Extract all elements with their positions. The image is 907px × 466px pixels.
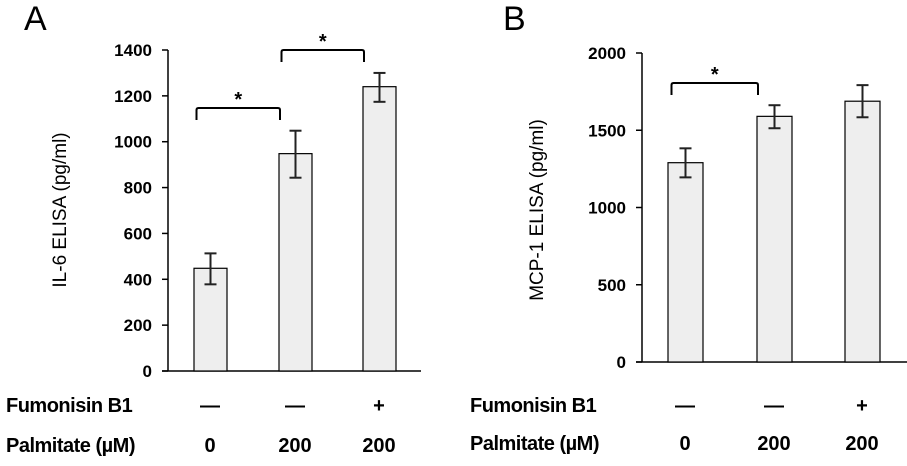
condition-value: + <box>373 395 385 417</box>
y-tick-label: 0 <box>617 353 626 372</box>
bar <box>844 100 881 363</box>
bar <box>667 162 704 363</box>
condition-value: 200 <box>845 433 878 455</box>
y-tick-label: 0 <box>143 362 152 381</box>
significance-star: * <box>711 64 719 86</box>
panel-letter-a: A <box>24 0 47 38</box>
y-axis-label-b: MCP-1 ELISA (pg/ml) <box>527 119 548 301</box>
y-tick-label: 200 <box>124 316 152 335</box>
significance-star: * <box>234 89 242 111</box>
condition-label: Palmitate (µM) <box>6 435 135 457</box>
y-tick-label: 400 <box>124 270 152 289</box>
condition-value: 0 <box>204 435 215 457</box>
y-tick-label: 1000 <box>588 199 626 218</box>
y-tick-label: 500 <box>598 276 626 295</box>
condition-label: Fumonisin B1 <box>6 395 133 417</box>
panel-b: B MCP-1 ELISA (pg/ml) 0500100015002000*F… <box>470 0 907 455</box>
y-tick-label: 2000 <box>588 44 626 63</box>
panel-a: A IL-6 ELISA (pg/ml) 0 200 400 600 800 1000 12… <box>6 0 421 457</box>
significance-bracket <box>280 49 365 62</box>
y-axis-label-a: IL-6 ELISA (pg/ml) <box>50 132 71 287</box>
bar <box>278 153 313 372</box>
condition-value: — <box>764 395 784 417</box>
condition-label: Palmitate (µM) <box>470 433 599 455</box>
significance-bracket <box>195 107 281 120</box>
condition-value: 0 <box>679 433 690 455</box>
significance-bracket <box>670 82 759 95</box>
condition-value: 200 <box>362 435 395 457</box>
panel-letter-b: B <box>503 0 526 38</box>
condition-value: — <box>675 395 695 417</box>
condition-value: + <box>856 395 868 417</box>
y-tick-label: 1200 <box>114 87 152 106</box>
bar <box>756 115 793 363</box>
significance-star: * <box>319 31 327 53</box>
y-tick-label: 600 <box>124 224 152 243</box>
y-tick-label: 1500 <box>588 121 626 140</box>
condition-value: — <box>200 395 220 417</box>
y-tick-label: 1400 <box>114 41 152 60</box>
condition-value: 200 <box>278 435 311 457</box>
bar <box>362 86 397 372</box>
y-tick-label: 800 <box>124 179 152 198</box>
y-tick-label: 1000 <box>114 133 152 152</box>
condition-value: — <box>285 395 305 417</box>
condition-label: Fumonisin B1 <box>470 395 597 417</box>
condition-value: 200 <box>757 433 790 455</box>
